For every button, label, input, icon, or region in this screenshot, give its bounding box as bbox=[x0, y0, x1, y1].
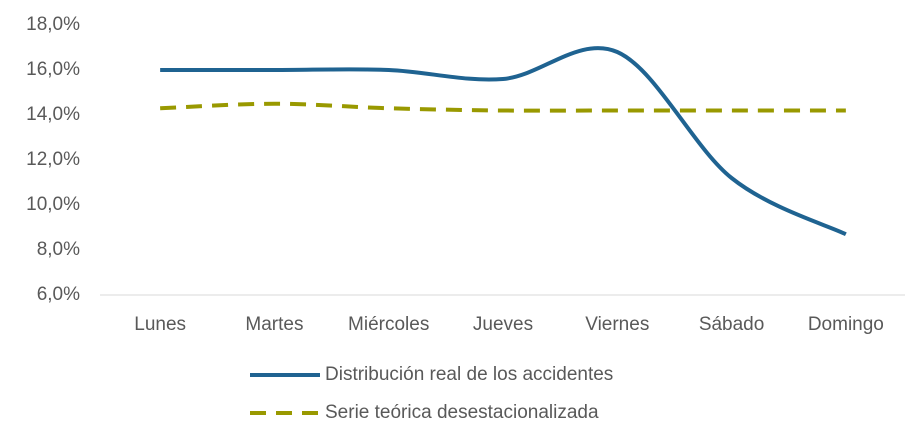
x-tick-label: Viernes bbox=[585, 314, 649, 335]
x-tick-label: Jueves bbox=[473, 314, 533, 335]
x-tick-label: Martes bbox=[245, 314, 303, 335]
legend-label: Distribución real de los accidentes bbox=[325, 364, 613, 385]
y-tick-label: 10,0% bbox=[26, 194, 80, 215]
y-tick-label: 14,0% bbox=[26, 104, 80, 125]
x-tick-label: Sábado bbox=[699, 314, 765, 335]
y-tick-label: 6,0% bbox=[37, 284, 80, 305]
y-tick-label: 16,0% bbox=[26, 59, 80, 80]
y-tick-label: 8,0% bbox=[37, 239, 80, 260]
x-tick-label: Lunes bbox=[134, 314, 186, 335]
y-tick-label: 12,0% bbox=[26, 149, 80, 170]
x-tick-label: Domingo bbox=[808, 314, 884, 335]
series-line bbox=[160, 101, 846, 113]
legend-label: Serie teórica desestacionalizada bbox=[325, 402, 599, 423]
y-tick-label: 18,0% bbox=[26, 14, 80, 35]
x-tick-label: Miércoles bbox=[348, 314, 429, 335]
series-line bbox=[160, 46, 847, 237]
